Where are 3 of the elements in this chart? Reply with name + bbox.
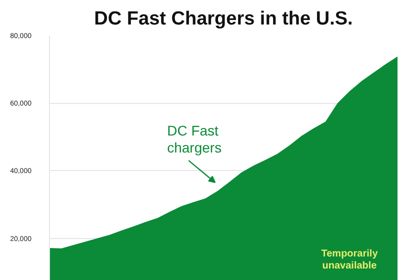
chart-title: DC Fast Chargers in the U.S.	[94, 8, 353, 30]
annotation: Temporarily unavailable	[321, 248, 378, 272]
annotation: DC Fast chargers	[167, 122, 222, 156]
